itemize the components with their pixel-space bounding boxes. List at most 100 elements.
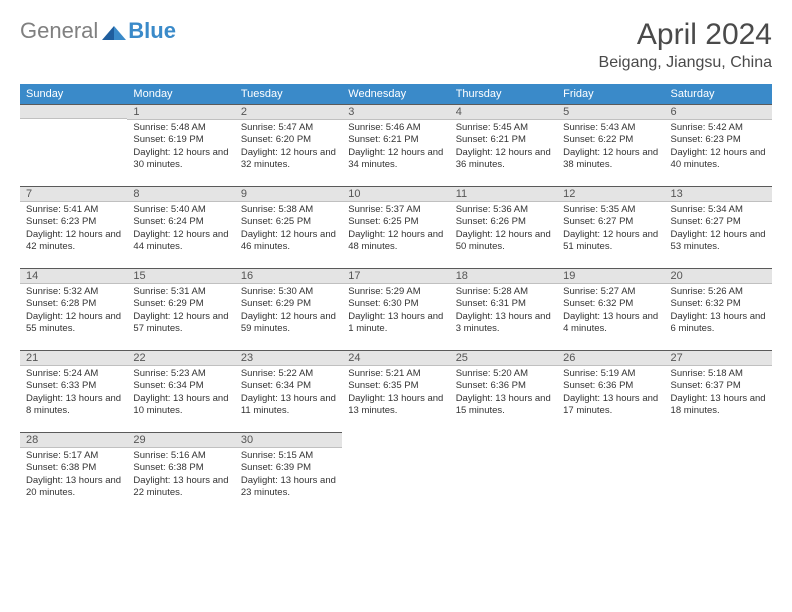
sunrise-text: Sunrise: 5:45 AM bbox=[456, 122, 551, 134]
day-number-bar: 12 bbox=[557, 186, 664, 202]
daylight-text: Daylight: 12 hours and 36 minutes. bbox=[456, 147, 551, 172]
day-number-bar: 18 bbox=[450, 268, 557, 284]
day-cell-body: Sunrise: 5:41 AMSunset: 6:23 PMDaylight:… bbox=[20, 202, 127, 257]
calendar-cell bbox=[342, 432, 449, 514]
header: General Blue April 2024 Beigang, Jiangsu… bbox=[20, 18, 772, 72]
day-cell-body: Sunrise: 5:36 AMSunset: 6:26 PMDaylight:… bbox=[450, 202, 557, 257]
logo-triangle-icon bbox=[102, 22, 126, 40]
daylight-text: Daylight: 13 hours and 15 minutes. bbox=[456, 393, 551, 418]
sunset-text: Sunset: 6:38 PM bbox=[26, 462, 121, 474]
daylight-text: Daylight: 12 hours and 55 minutes. bbox=[26, 311, 121, 336]
daylight-text: Daylight: 12 hours and 51 minutes. bbox=[563, 229, 658, 254]
day-number-bar: 9 bbox=[235, 186, 342, 202]
sunrise-text: Sunrise: 5:38 AM bbox=[241, 204, 336, 216]
day-cell-body: Sunrise: 5:27 AMSunset: 6:32 PMDaylight:… bbox=[557, 284, 664, 339]
day-header: Sunday bbox=[20, 84, 127, 104]
day-number-bar: 29 bbox=[127, 432, 234, 448]
daylight-text: Daylight: 12 hours and 40 minutes. bbox=[671, 147, 766, 172]
month-title: April 2024 bbox=[599, 18, 772, 52]
calendar-cell: 6Sunrise: 5:42 AMSunset: 6:23 PMDaylight… bbox=[665, 104, 772, 186]
sunset-text: Sunset: 6:21 PM bbox=[456, 134, 551, 146]
day-cell-body: Sunrise: 5:19 AMSunset: 6:36 PMDaylight:… bbox=[557, 366, 664, 421]
day-cell-body: Sunrise: 5:35 AMSunset: 6:27 PMDaylight:… bbox=[557, 202, 664, 257]
daylight-text: Daylight: 13 hours and 17 minutes. bbox=[563, 393, 658, 418]
day-number-bar: 6 bbox=[665, 104, 772, 120]
sunset-text: Sunset: 6:23 PM bbox=[26, 216, 121, 228]
calendar-cell: 22Sunrise: 5:23 AMSunset: 6:34 PMDayligh… bbox=[127, 350, 234, 432]
day-cell-body: Sunrise: 5:21 AMSunset: 6:35 PMDaylight:… bbox=[342, 366, 449, 421]
sunrise-text: Sunrise: 5:42 AM bbox=[671, 122, 766, 134]
day-cell-body: Sunrise: 5:29 AMSunset: 6:30 PMDaylight:… bbox=[342, 284, 449, 339]
calendar-cell: 10Sunrise: 5:37 AMSunset: 6:25 PMDayligh… bbox=[342, 186, 449, 268]
sunrise-text: Sunrise: 5:48 AM bbox=[133, 122, 228, 134]
day-cell-body: Sunrise: 5:15 AMSunset: 6:39 PMDaylight:… bbox=[235, 448, 342, 503]
calendar-cell: 11Sunrise: 5:36 AMSunset: 6:26 PMDayligh… bbox=[450, 186, 557, 268]
day-number-bar: 22 bbox=[127, 350, 234, 366]
sunset-text: Sunset: 6:21 PM bbox=[348, 134, 443, 146]
daylight-text: Daylight: 13 hours and 3 minutes. bbox=[456, 311, 551, 336]
logo: General Blue bbox=[20, 18, 176, 44]
daylight-text: Daylight: 13 hours and 13 minutes. bbox=[348, 393, 443, 418]
sunset-text: Sunset: 6:28 PM bbox=[26, 298, 121, 310]
day-number-bar: 23 bbox=[235, 350, 342, 366]
daylight-text: Daylight: 12 hours and 59 minutes. bbox=[241, 311, 336, 336]
daylight-text: Daylight: 13 hours and 22 minutes. bbox=[133, 475, 228, 500]
daylight-text: Daylight: 12 hours and 48 minutes. bbox=[348, 229, 443, 254]
daylight-text: Daylight: 12 hours and 53 minutes. bbox=[671, 229, 766, 254]
day-number-bar: 7 bbox=[20, 186, 127, 202]
day-header: Saturday bbox=[665, 84, 772, 104]
day-cell-body: Sunrise: 5:32 AMSunset: 6:28 PMDaylight:… bbox=[20, 284, 127, 339]
calendar-cell: 9Sunrise: 5:38 AMSunset: 6:25 PMDaylight… bbox=[235, 186, 342, 268]
day-number-bar: 13 bbox=[665, 186, 772, 202]
day-number-bar: 4 bbox=[450, 104, 557, 120]
day-number-bar: 21 bbox=[20, 350, 127, 366]
sunrise-text: Sunrise: 5:18 AM bbox=[671, 368, 766, 380]
sunset-text: Sunset: 6:20 PM bbox=[241, 134, 336, 146]
sunrise-text: Sunrise: 5:34 AM bbox=[671, 204, 766, 216]
calendar-cell: 20Sunrise: 5:26 AMSunset: 6:32 PMDayligh… bbox=[665, 268, 772, 350]
sunset-text: Sunset: 6:32 PM bbox=[563, 298, 658, 310]
logo-text-blue: Blue bbox=[128, 18, 176, 44]
day-header: Thursday bbox=[450, 84, 557, 104]
calendar-cell: 2Sunrise: 5:47 AMSunset: 6:20 PMDaylight… bbox=[235, 104, 342, 186]
day-cell-body: Sunrise: 5:47 AMSunset: 6:20 PMDaylight:… bbox=[235, 120, 342, 175]
sunset-text: Sunset: 6:38 PM bbox=[133, 462, 228, 474]
calendar-table: SundayMondayTuesdayWednesdayThursdayFrid… bbox=[20, 84, 772, 514]
day-number-bar: 14 bbox=[20, 268, 127, 284]
sunrise-text: Sunrise: 5:37 AM bbox=[348, 204, 443, 216]
day-header: Wednesday bbox=[342, 84, 449, 104]
calendar-cell: 15Sunrise: 5:31 AMSunset: 6:29 PMDayligh… bbox=[127, 268, 234, 350]
daylight-text: Daylight: 13 hours and 20 minutes. bbox=[26, 475, 121, 500]
day-cell-body: Sunrise: 5:24 AMSunset: 6:33 PMDaylight:… bbox=[20, 366, 127, 421]
calendar-cell bbox=[665, 432, 772, 514]
sunset-text: Sunset: 6:34 PM bbox=[241, 380, 336, 392]
sunset-text: Sunset: 6:26 PM bbox=[456, 216, 551, 228]
logo-text-general: General bbox=[20, 18, 98, 44]
day-cell-body: Sunrise: 5:23 AMSunset: 6:34 PMDaylight:… bbox=[127, 366, 234, 421]
sunset-text: Sunset: 6:34 PM bbox=[133, 380, 228, 392]
daylight-text: Daylight: 13 hours and 18 minutes. bbox=[671, 393, 766, 418]
day-number-bar: 28 bbox=[20, 432, 127, 448]
day-number-bar: 10 bbox=[342, 186, 449, 202]
calendar-cell: 14Sunrise: 5:32 AMSunset: 6:28 PMDayligh… bbox=[20, 268, 127, 350]
sunset-text: Sunset: 6:37 PM bbox=[671, 380, 766, 392]
day-cell-body: Sunrise: 5:17 AMSunset: 6:38 PMDaylight:… bbox=[20, 448, 127, 503]
daylight-text: Daylight: 13 hours and 11 minutes. bbox=[241, 393, 336, 418]
sunset-text: Sunset: 6:24 PM bbox=[133, 216, 228, 228]
daylight-text: Daylight: 12 hours and 46 minutes. bbox=[241, 229, 336, 254]
sunrise-text: Sunrise: 5:17 AM bbox=[26, 450, 121, 462]
day-number-bar: 11 bbox=[450, 186, 557, 202]
day-number-bar: 1 bbox=[127, 104, 234, 120]
sunset-text: Sunset: 6:36 PM bbox=[456, 380, 551, 392]
calendar-body: 1Sunrise: 5:48 AMSunset: 6:19 PMDaylight… bbox=[20, 104, 772, 514]
day-header: Monday bbox=[127, 84, 234, 104]
location: Beigang, Jiangsu, China bbox=[599, 54, 772, 72]
day-cell-body: Sunrise: 5:34 AMSunset: 6:27 PMDaylight:… bbox=[665, 202, 772, 257]
daylight-text: Daylight: 12 hours and 30 minutes. bbox=[133, 147, 228, 172]
daylight-text: Daylight: 13 hours and 10 minutes. bbox=[133, 393, 228, 418]
sunrise-text: Sunrise: 5:41 AM bbox=[26, 204, 121, 216]
day-cell-body: Sunrise: 5:31 AMSunset: 6:29 PMDaylight:… bbox=[127, 284, 234, 339]
sunset-text: Sunset: 6:32 PM bbox=[671, 298, 766, 310]
day-number-bar: 25 bbox=[450, 350, 557, 366]
daylight-text: Daylight: 13 hours and 1 minute. bbox=[348, 311, 443, 336]
